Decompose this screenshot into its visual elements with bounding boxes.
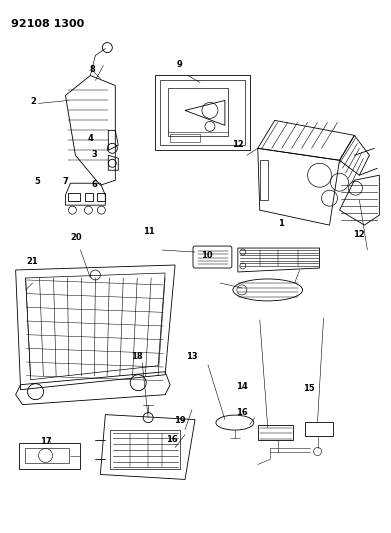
Bar [25,448,70,464]
Bar [258,425,292,440]
Text: 16: 16 [166,435,178,444]
Bar [68,193,81,201]
Text: 9: 9 [177,60,183,69]
Text: 1: 1 [278,220,284,229]
Text: 11: 11 [143,228,154,237]
Text: 16: 16 [237,408,248,417]
Text: 12: 12 [233,140,244,149]
Bar [155,76,250,150]
Text: 18: 18 [131,352,143,361]
Text: 14: 14 [237,382,248,391]
Text: 7: 7 [62,177,68,186]
Text: 2: 2 [31,97,37,106]
Text: 15: 15 [303,384,314,393]
Text: 21: 21 [26,257,38,265]
Text: 3: 3 [91,150,97,159]
Text: 20: 20 [71,233,83,242]
Text: 6: 6 [91,180,97,189]
Text: 5: 5 [35,177,41,186]
Bar [168,88,228,136]
Text: 13: 13 [186,352,197,361]
Bar [160,80,245,146]
Text: 17: 17 [40,438,51,447]
Bar [110,430,180,470]
Bar [305,422,332,435]
Text: 10: 10 [201,252,213,260]
Text: 8: 8 [90,66,95,74]
Bar [170,134,200,142]
Text: 92108 1300: 92108 1300 [11,19,84,29]
Text: 4: 4 [87,134,93,143]
Text: 19: 19 [174,416,186,425]
Bar [85,193,93,201]
Bar [97,193,105,201]
Text: 12: 12 [353,230,365,239]
